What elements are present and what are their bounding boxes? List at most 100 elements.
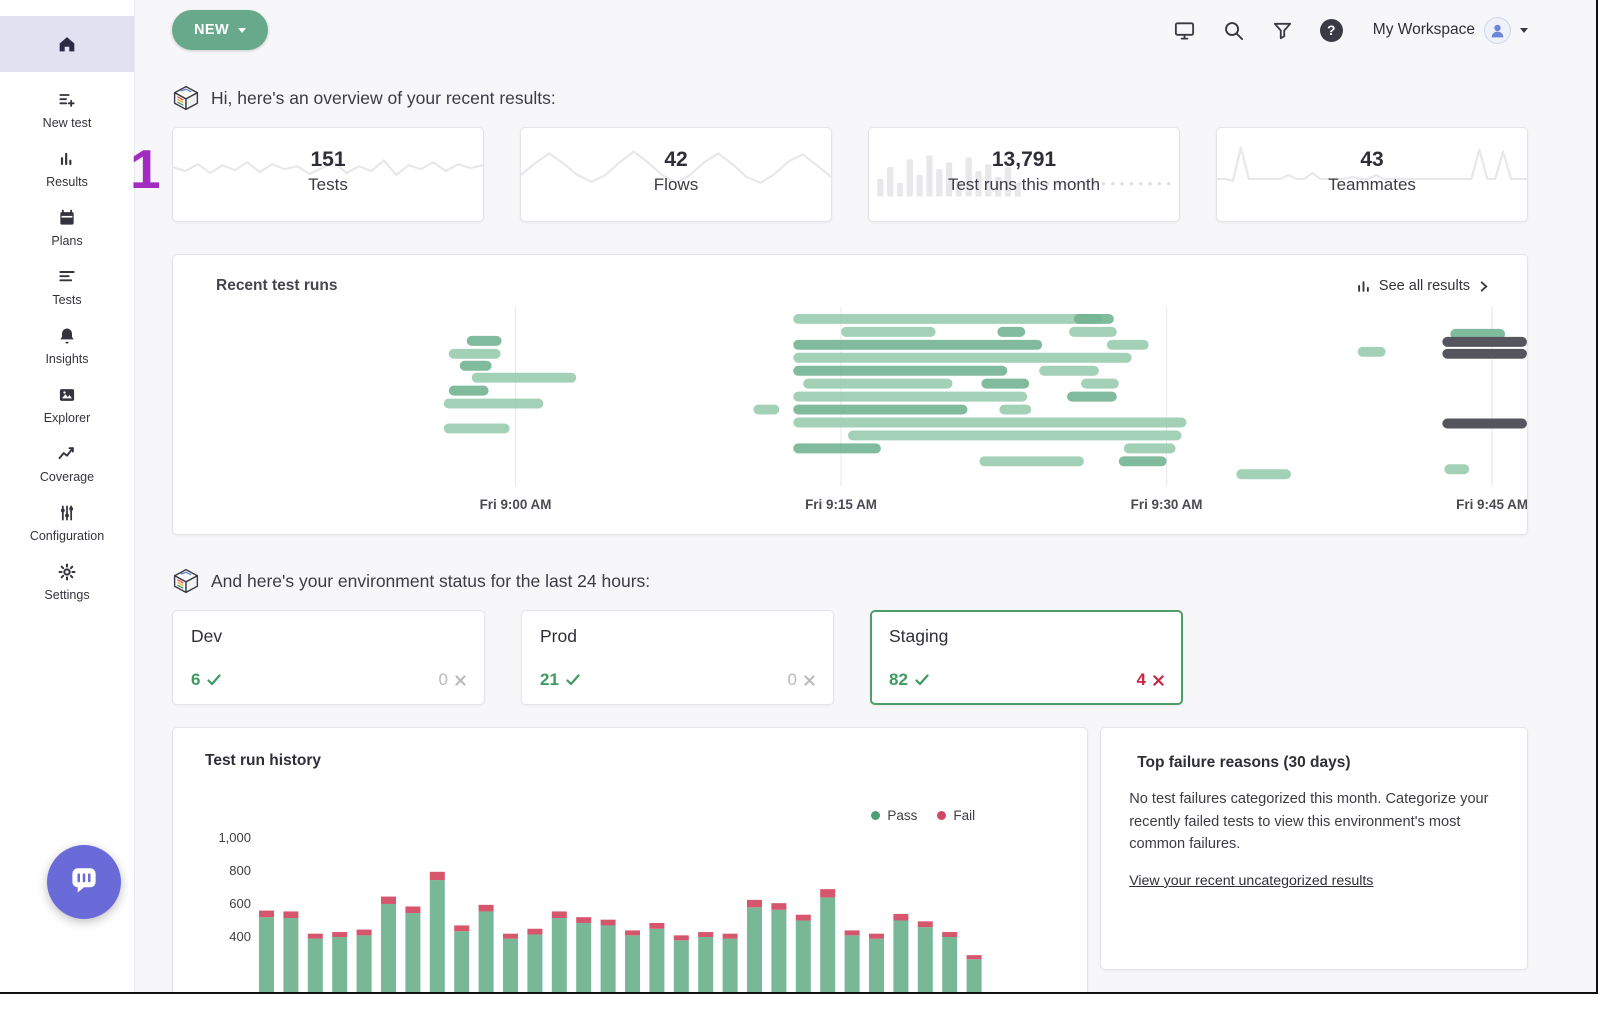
- history-bar-pass[interactable]: [649, 928, 665, 992]
- history-bar-fail[interactable]: [844, 930, 860, 936]
- sidebar-item-home[interactable]: [0, 16, 134, 72]
- history-bar-pass[interactable]: [600, 925, 616, 992]
- gantt-run-bar[interactable]: [471, 372, 577, 383]
- history-bar-pass[interactable]: [698, 937, 714, 992]
- history-bar-fail[interactable]: [893, 913, 909, 921]
- history-bar-fail[interactable]: [747, 899, 762, 908]
- history-bar-pass[interactable]: [771, 909, 787, 992]
- history-bar-pass[interactable]: [917, 927, 933, 992]
- gantt-run-bar[interactable]: [803, 378, 953, 389]
- history-bar-pass[interactable]: [283, 918, 299, 992]
- history-bar-pass[interactable]: [673, 940, 689, 992]
- history-bar-fail[interactable]: [600, 919, 616, 926]
- history-bar-pass[interactable]: [795, 920, 811, 992]
- history-bar-fail[interactable]: [332, 932, 348, 938]
- gantt-run-bar[interactable]: [466, 335, 502, 346]
- history-bar-pass[interactable]: [332, 937, 348, 992]
- gantt-run-bar[interactable]: [443, 398, 544, 409]
- stat-card-test-runs[interactable]: 13,791 Test runs this month: [868, 127, 1180, 222]
- new-button[interactable]: NEW: [172, 10, 269, 50]
- gantt-run-bar[interactable]: [1123, 443, 1176, 454]
- history-bar-pass[interactable]: [527, 934, 543, 992]
- gantt-run-bar[interactable]: [793, 443, 881, 454]
- history-bar-fail[interactable]: [576, 917, 592, 924]
- gantt-run-bar[interactable]: [997, 326, 1026, 337]
- sidebar-item-coverage[interactable]: Coverage: [0, 434, 134, 493]
- gantt-run-bar[interactable]: [448, 385, 489, 396]
- history-bar-fail[interactable]: [429, 871, 445, 881]
- gantt-run-bar[interactable]: [448, 348, 501, 359]
- gantt-run-bar[interactable]: [793, 391, 1028, 402]
- sidebar-item-new-test[interactable]: New test: [0, 80, 134, 139]
- gantt-run-bar[interactable]: [981, 378, 1030, 389]
- gantt-run-bar[interactable]: [979, 456, 1084, 467]
- gantt-run-bar[interactable]: [999, 404, 1032, 415]
- history-bar-pass[interactable]: [478, 911, 494, 992]
- sidebar-item-plans[interactable]: Plans: [0, 198, 134, 257]
- history-bar-pass[interactable]: [844, 935, 860, 992]
- workspace-menu[interactable]: My Workspace: [1373, 16, 1528, 44]
- history-bar-pass[interactable]: [405, 913, 421, 992]
- history-bar-pass[interactable]: [454, 931, 470, 992]
- gantt-run-bar[interactable]: [793, 313, 1102, 324]
- gantt-run-bar[interactable]: [793, 339, 1043, 350]
- gantt-run-bar[interactable]: [1442, 336, 1527, 347]
- history-bar-fail[interactable]: [503, 933, 518, 939]
- sidebar-item-tests[interactable]: Tests: [0, 257, 134, 316]
- gantt-run-bar[interactable]: [1067, 391, 1117, 402]
- search-button[interactable]: [1222, 19, 1245, 42]
- sidebar-item-explorer[interactable]: Explorer: [0, 375, 134, 434]
- gantt-run-bar[interactable]: [1442, 348, 1527, 359]
- gantt-run-bar[interactable]: [841, 326, 936, 337]
- see-all-results-link[interactable]: See all results: [1356, 278, 1489, 294]
- history-bar-pass[interactable]: [307, 938, 323, 992]
- history-bar-fail[interactable]: [307, 933, 323, 939]
- stat-card-tests[interactable]: 151 Tests: [172, 127, 484, 222]
- gantt-run-bar[interactable]: [1450, 328, 1506, 339]
- history-bar-pass[interactable]: [356, 935, 372, 992]
- sidebar-item-insights[interactable]: Insights: [0, 316, 134, 375]
- history-bar-pass[interactable]: [429, 880, 445, 992]
- gantt-run-bar[interactable]: [1442, 418, 1527, 429]
- history-bar-fail[interactable]: [771, 903, 787, 910]
- monitor-button[interactable]: [1173, 19, 1196, 42]
- history-bar-pass[interactable]: [820, 897, 836, 992]
- history-bar-fail[interactable]: [698, 932, 714, 938]
- help-button[interactable]: ?: [1319, 18, 1343, 42]
- filter-button[interactable]: [1271, 19, 1294, 42]
- history-bar-pass[interactable]: [259, 917, 274, 992]
- stat-card-flows[interactable]: 42 Flows: [520, 127, 832, 222]
- history-bar-fail[interactable]: [795, 914, 811, 921]
- history-bar-fail[interactable]: [551, 911, 567, 919]
- history-bar-pass[interactable]: [747, 907, 762, 992]
- history-bar-pass[interactable]: [381, 904, 396, 992]
- history-bar-fail[interactable]: [356, 929, 372, 936]
- sidebar-item-settings[interactable]: Settings: [0, 552, 134, 611]
- history-bar-pass[interactable]: [966, 959, 982, 992]
- gantt-run-bar[interactable]: [1080, 378, 1119, 389]
- sidebar-item-configuration[interactable]: Configuration: [0, 493, 134, 552]
- gantt-run-bar[interactable]: [443, 423, 510, 434]
- history-bar-fail[interactable]: [405, 906, 421, 914]
- history-bar-fail[interactable]: [283, 911, 299, 919]
- history-bar-fail[interactable]: [381, 896, 396, 905]
- history-bar-pass[interactable]: [869, 938, 884, 992]
- gantt-run-bar[interactable]: [1039, 365, 1099, 376]
- gantt-run-bar[interactable]: [1118, 456, 1167, 467]
- gantt-run-bar[interactable]: [848, 430, 1182, 441]
- env-card-dev[interactable]: Dev 6 0: [172, 610, 485, 706]
- history-bar-fail[interactable]: [722, 933, 738, 939]
- history-bar-pass[interactable]: [722, 938, 738, 992]
- history-bar-pass[interactable]: [942, 937, 958, 992]
- history-bar-pass[interactable]: [503, 938, 518, 992]
- history-bar-fail[interactable]: [625, 930, 640, 936]
- gantt-run-bar[interactable]: [1106, 339, 1149, 350]
- history-bar-fail[interactable]: [820, 889, 836, 898]
- gantt-run-bar[interactable]: [1073, 313, 1114, 324]
- history-bar-fail[interactable]: [527, 928, 543, 935]
- history-bar-fail[interactable]: [942, 932, 958, 938]
- gantt-run-bar[interactable]: [793, 352, 1132, 363]
- stat-card-teammates[interactable]: 43 Teammates: [1216, 127, 1528, 222]
- history-bar-pass[interactable]: [893, 920, 909, 992]
- history-bar-fail[interactable]: [869, 933, 884, 939]
